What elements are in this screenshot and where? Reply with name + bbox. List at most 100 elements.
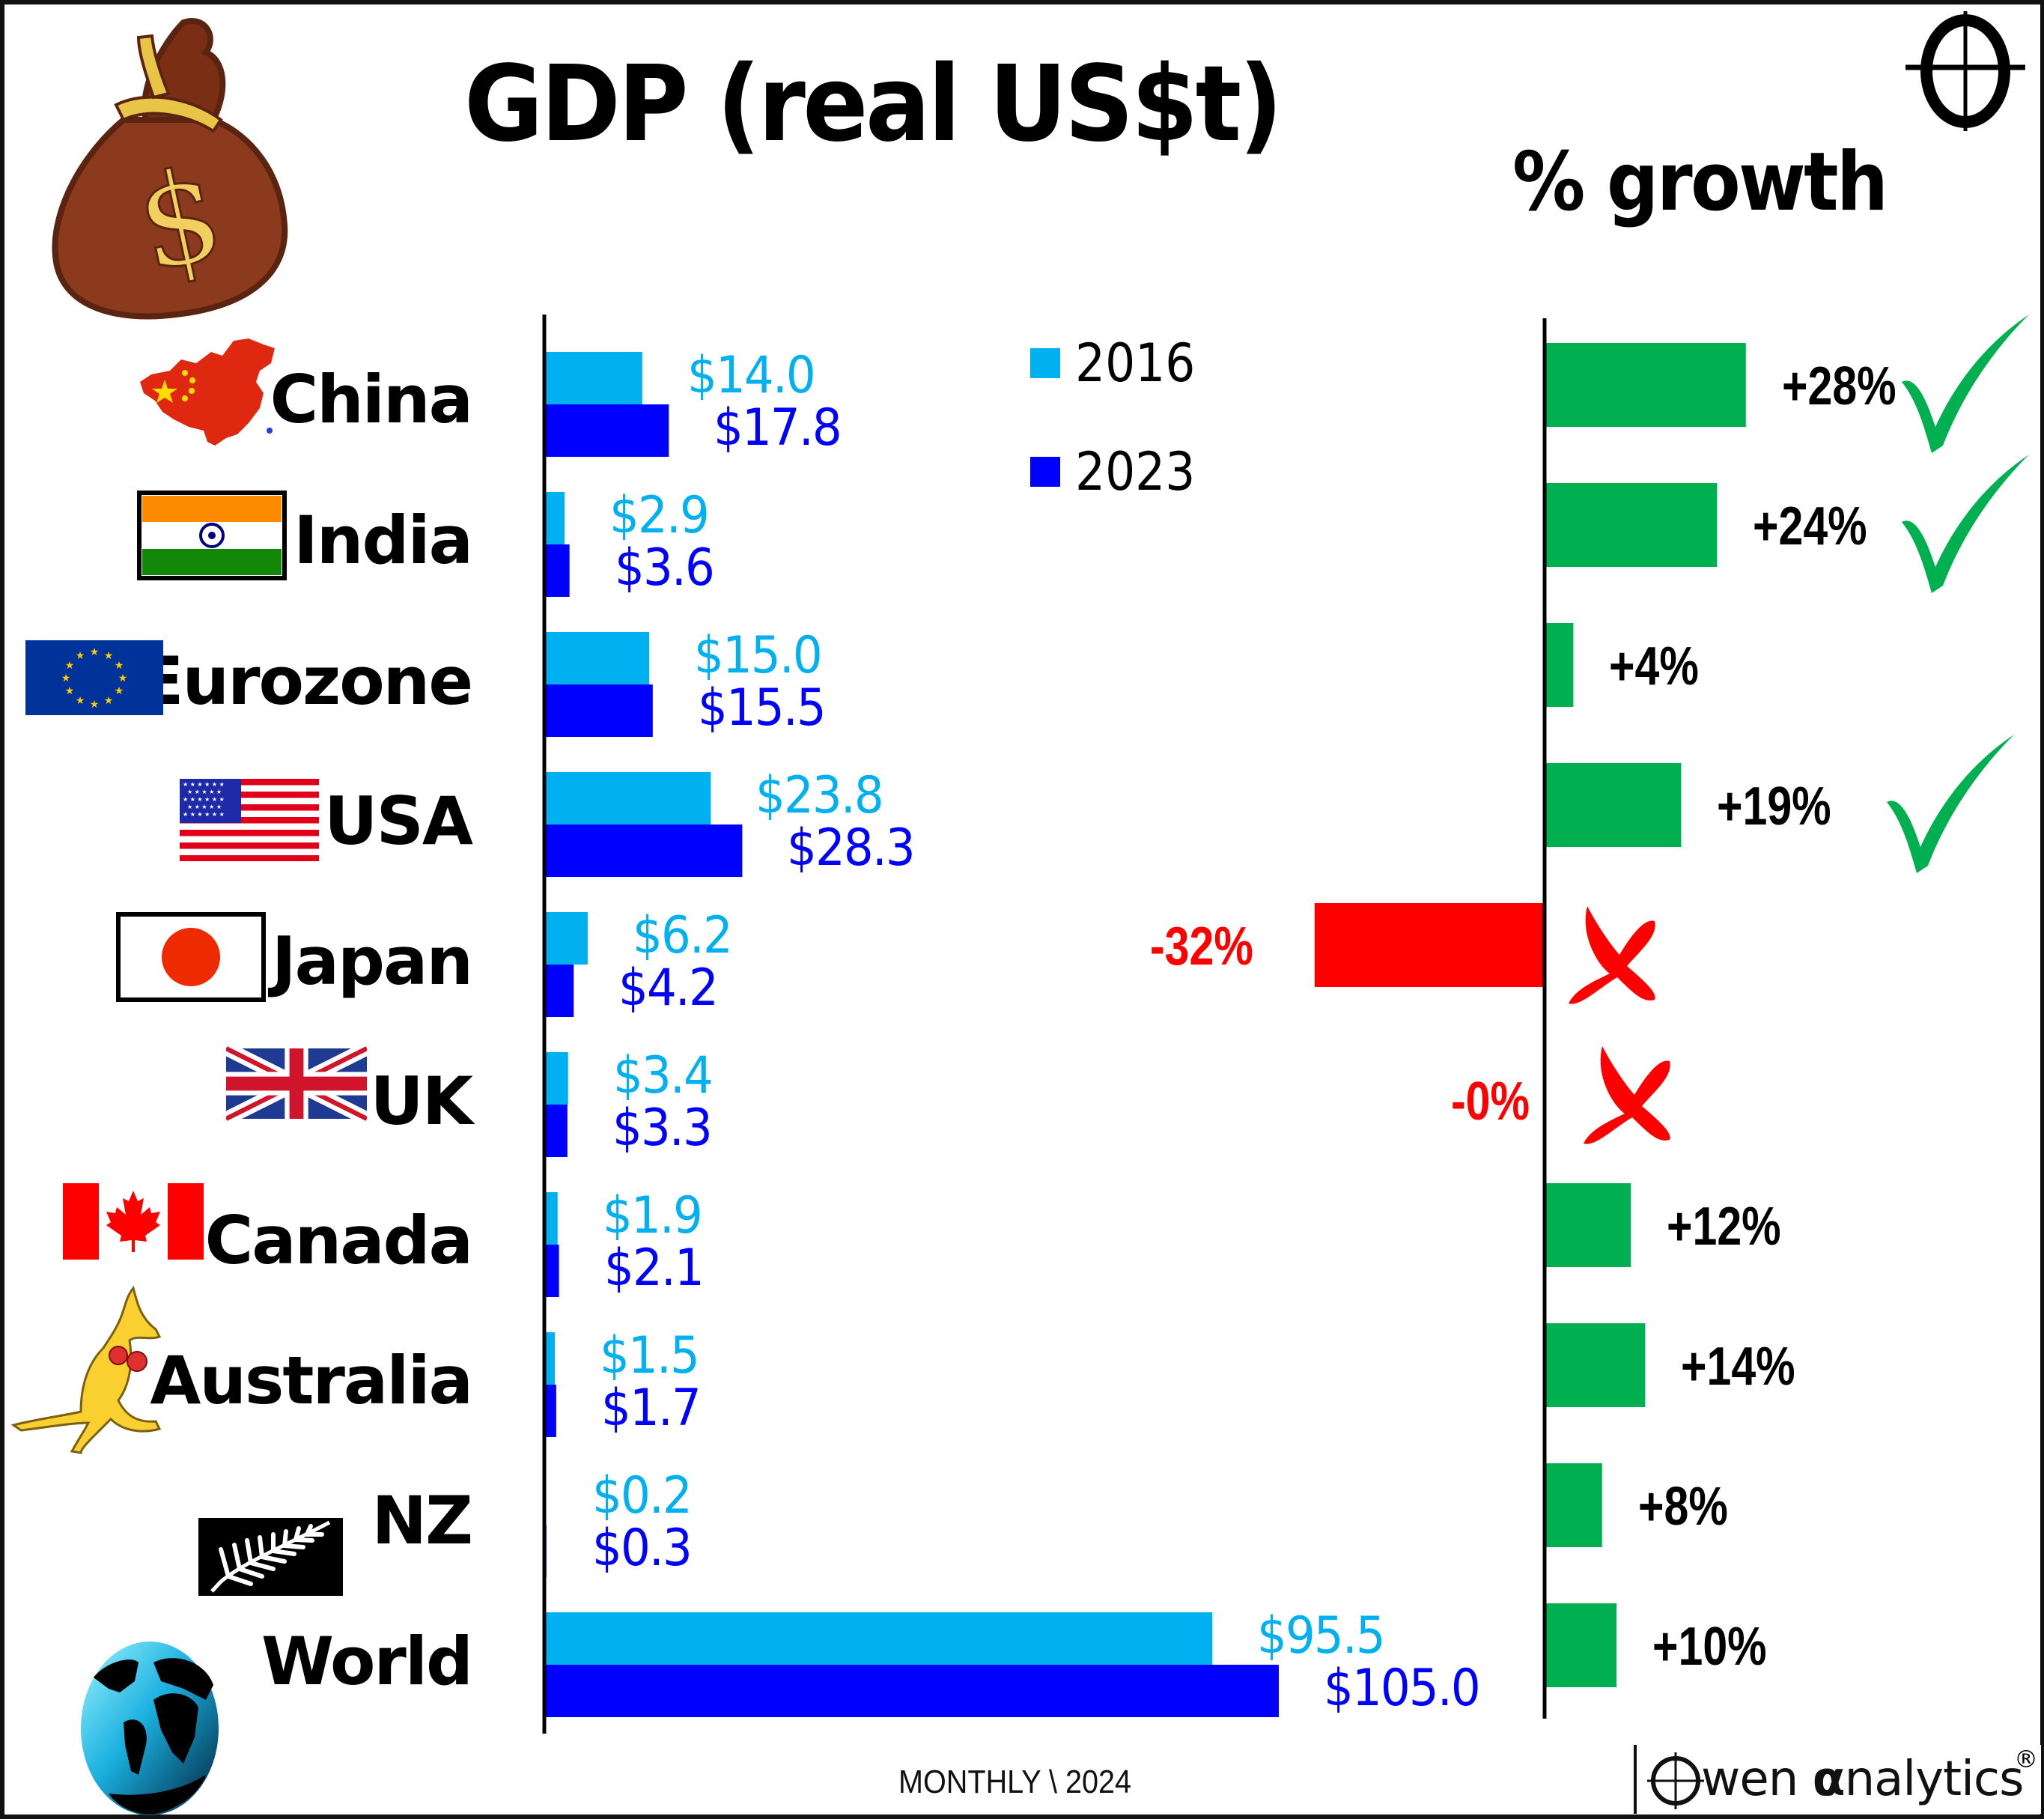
svg-text:★ ★ ★ ★ ★: ★ ★ ★ ★ ★ [187,789,222,795]
growth-bar-nz [1545,1463,1602,1547]
value-label-2016-usa: $23.8 [755,766,884,825]
country-label-india: India [293,502,473,579]
growth-bar-japan [1314,903,1545,987]
growth-label-usa: +19% [1717,777,1832,836]
legend-label-2016: 2016 [1075,332,1196,394]
value-label-2023-world: $105.0 [1324,1659,1481,1718]
value-label-2016-china: $14.0 [687,346,816,405]
svg-text:★: ★ [65,660,75,672]
growth-bar-usa [1545,763,1682,847]
country-label-china: China [270,361,473,438]
canada-flag-icon [63,1183,204,1260]
svg-text:★: ★ [90,699,100,711]
bar-2023-australia [544,1385,556,1437]
target-crosshair-icon [1905,11,2025,131]
uk-flag-icon [226,1045,367,1123]
svg-text:★: ★ [104,695,114,707]
value-label-2023-usa: $28.3 [787,819,916,878]
bar-2016-india [544,492,565,544]
svg-text:★: ★ [115,660,124,672]
svg-text:★: ★ [61,672,71,684]
legend-item-2023: 2023 [1030,446,1208,498]
growth-label-japan: -32% [1149,917,1253,977]
check-icon-usa [1887,735,2014,873]
growth-label-canada: +12% [1667,1197,1781,1257]
value-label-2016-nz: $0.2 [592,1466,693,1525]
legend-swatch-2016 [1030,348,1060,378]
growth-bar-canada [1545,1183,1631,1267]
growth-label-india: +24% [1753,496,1868,556]
japan-flag-icon [116,912,266,1002]
bar-2016-china [544,352,642,404]
usa-flag-icon: ★ ★ ★ ★ ★ ★★ ★ ★ ★ ★★ ★ ★ ★ ★ ★ ★ ★ ★ ★ … [180,779,319,861]
svg-text:★: ★ [104,650,114,662]
growth-label-china: +28% [1781,356,1897,416]
bar-2023-world [544,1665,1279,1717]
growth-title: % growth [1512,136,1888,229]
growth-label-eurozone: +4% [1609,637,1700,696]
country-label-canada: Canada [204,1202,473,1279]
legend-item-2016: 2016 [1030,337,1208,389]
brand-target-icon [1647,1752,1704,1809]
value-label-2016-eurozone: $15.0 [694,626,823,685]
value-label-2016-india: $2.9 [609,486,710,545]
growth-bar-australia [1545,1323,1646,1407]
value-label-2016-japan: $6.2 [632,906,733,965]
bar-2023-india [544,544,570,597]
money-bag-icon: $ [52,18,288,320]
cross-icon-japan [1569,906,1655,1004]
country-label-usa: USA [324,783,473,860]
value-label-2016-world: $95.5 [1257,1606,1386,1665]
country-label-australia: Australia [150,1342,473,1419]
value-label-2023-uk: $3.3 [612,1099,713,1158]
value-label-2023-eurozone: $15.5 [697,678,827,738]
growth-bar-china [1545,343,1746,427]
value-label-2023-australia: $1.7 [600,1379,702,1438]
brand-registered-mark: ® [2014,1745,2038,1773]
svg-text:★: ★ [76,650,85,662]
growth-label-nz: +8% [1637,1477,1728,1537]
page-title: GDP (real US$t) [464,43,1283,165]
svg-text:★ ★ ★ ★ ★: ★ ★ ★ ★ ★ [187,804,222,810]
bar-2016-japan [544,912,588,965]
growth-label-australia: +14% [1681,1337,1796,1397]
bar-2023-china [544,404,669,457]
svg-text:★ ★ ★ ★ ★ ★: ★ ★ ★ ★ ★ ★ [183,796,225,803]
china-map-icon [140,338,275,446]
value-label-2016-canada: $1.9 [602,1186,703,1245]
svg-text:★ ★ ★ ★ ★ ★: ★ ★ ★ ★ ★ ★ [183,781,225,788]
bar-2023-usa [544,825,743,877]
eu-flag-icon: ★ ★★★ ★★★★ ★★★★ [25,640,163,715]
country-label-world: World [261,1623,473,1700]
svg-text:★: ★ [115,685,124,697]
check-icon-india [1902,455,2029,593]
bar-2016-canada [544,1192,558,1245]
cross-icon-uk [1584,1046,1670,1144]
svg-text:★: ★ [118,672,128,684]
value-label-2023-canada: $2.1 [603,1239,705,1298]
growth-bar-world [1545,1603,1616,1687]
value-label-2023-japan: $4.2 [618,959,719,1018]
country-label-japan: Japan [271,923,473,1000]
brand-suffix: nalytics [1844,1752,2025,1807]
country-label-eurozone: Eurozone [139,643,473,720]
brand-alpha: α [1812,1752,1846,1807]
bar-2023-eurozone [544,684,653,737]
bar-2016-eurozone [544,632,650,684]
india-flag-icon [137,491,287,580]
footer-source: MONTHLY \ 2024 [898,1764,1132,1800]
value-label-2016-australia: $1.5 [600,1326,700,1385]
bar-2016-uk [544,1052,568,1105]
bar-2016-usa [544,772,711,825]
brand-prefix: wen [1701,1752,1813,1807]
svg-text:★ ★ ★ ★ ★ ★: ★ ★ ★ ★ ★ ★ [183,811,225,818]
growth-bar-eurozone [1545,623,1574,707]
bar-2016-world [544,1612,1213,1665]
value-label-2023-nz: $0.3 [592,1519,693,1578]
country-label-uk: UK [370,1063,473,1140]
value-label-2023-china: $17.8 [714,398,842,458]
growth-bar-india [1545,483,1718,567]
country-label-nz: NZ [371,1482,473,1559]
